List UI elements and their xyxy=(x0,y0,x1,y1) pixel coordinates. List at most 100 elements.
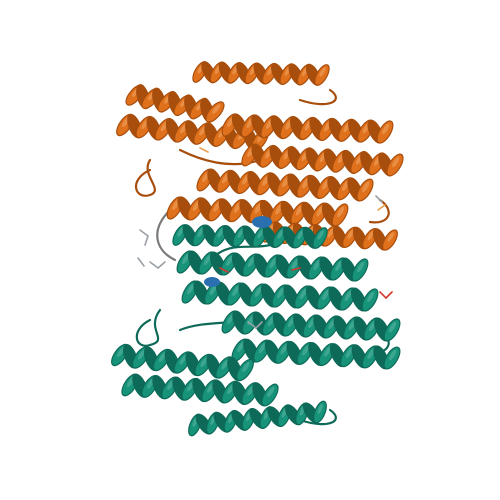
helix-highlight xyxy=(197,227,204,238)
helix-highlight xyxy=(204,254,212,266)
helix-highlight xyxy=(324,346,332,357)
helix-highlight xyxy=(295,205,303,216)
helix-highlight xyxy=(319,67,326,77)
helix-highlight xyxy=(254,203,262,214)
helix-highlight xyxy=(367,230,375,241)
helix-b7 xyxy=(121,373,279,407)
helix-highlight xyxy=(297,229,304,240)
helix-highlight xyxy=(221,359,229,370)
helix-highlight xyxy=(345,347,353,358)
chain-a-orange-helices xyxy=(116,61,404,251)
ligand-stick xyxy=(149,261,159,269)
helix-highlight xyxy=(277,229,284,239)
helix-highlight xyxy=(392,156,400,168)
helix-a5 xyxy=(241,143,404,177)
helix-highlight xyxy=(322,289,330,301)
helix-highlight xyxy=(225,255,233,267)
helix-a4 xyxy=(221,113,394,144)
ligand-stick xyxy=(199,147,209,153)
ligand-stick xyxy=(385,291,393,299)
helix-highlight xyxy=(242,361,250,372)
helix-highlight xyxy=(172,199,180,211)
helix-highlight xyxy=(232,285,240,297)
helix-highlight xyxy=(237,341,245,353)
ligand-stick xyxy=(247,321,257,329)
helix-highlight xyxy=(347,229,355,239)
helix-highlight xyxy=(234,202,242,213)
ligand-stick xyxy=(144,235,149,246)
helix-highlight xyxy=(387,232,395,242)
helix-highlight xyxy=(280,344,288,355)
helix-highlight xyxy=(258,342,266,354)
helix-b4 xyxy=(221,310,401,342)
ligand-stick xyxy=(291,267,301,271)
helix-highlight xyxy=(182,253,190,265)
helix-highlight xyxy=(269,257,277,269)
helix-highlight xyxy=(187,283,195,295)
helix-highlight xyxy=(335,260,343,272)
ligand-stick xyxy=(379,291,387,299)
helix-highlight xyxy=(237,228,244,238)
helix-highlight xyxy=(177,227,184,237)
ligand-stick xyxy=(137,257,145,267)
helix-highlight xyxy=(316,205,324,217)
helix-highlight xyxy=(137,349,146,360)
helix-highlight xyxy=(302,345,310,356)
helix-highlight xyxy=(299,288,307,300)
helix-a1 xyxy=(192,61,330,86)
helix-highlight xyxy=(213,201,221,212)
helix-a6 xyxy=(196,168,374,202)
helix-highlight xyxy=(317,403,323,414)
helix-b2 xyxy=(176,250,369,282)
loop-segment xyxy=(298,408,337,426)
helix-highlight xyxy=(179,354,188,365)
helix-highlight xyxy=(344,290,352,302)
helix-highlight xyxy=(192,200,200,212)
helix-b6 xyxy=(111,343,254,382)
coil-loops xyxy=(135,88,390,426)
helix-highlight xyxy=(212,104,221,114)
ligand-stick xyxy=(255,321,263,329)
loop-segment xyxy=(298,88,337,106)
ligand-stick xyxy=(375,195,383,203)
helix-highlight xyxy=(217,227,224,238)
helix-b8 xyxy=(188,400,327,437)
loop-segment xyxy=(368,198,390,224)
loop-segment xyxy=(156,208,177,262)
interface-patch xyxy=(252,216,272,228)
helix-highlight xyxy=(247,256,255,268)
helix-highlight xyxy=(317,230,324,240)
helix-highlight xyxy=(389,349,397,361)
helix-highlight xyxy=(267,386,275,398)
helix-highlight xyxy=(209,284,217,296)
helix-highlight xyxy=(389,321,397,333)
helix-b1 xyxy=(172,224,328,249)
helix-highlight xyxy=(362,181,370,193)
ligand-stick xyxy=(377,204,386,211)
helix-highlight xyxy=(337,206,345,218)
helix-highlight xyxy=(200,356,208,367)
ligand-sticks xyxy=(137,147,393,329)
loop-segment xyxy=(135,158,156,197)
interface-patch xyxy=(204,277,220,287)
helix-highlight xyxy=(275,204,283,215)
helix-highlight xyxy=(313,259,321,271)
helix-highlight xyxy=(117,346,125,357)
helix-highlight xyxy=(367,348,375,359)
helix-highlight xyxy=(277,287,285,299)
helix-b5 xyxy=(231,338,401,370)
helix-highlight xyxy=(254,286,262,298)
chain-b-teal-helices xyxy=(111,216,401,437)
ligand-stick xyxy=(139,229,149,237)
helix-b3 xyxy=(181,280,379,312)
ligand-stick xyxy=(219,267,229,273)
helix-highlight xyxy=(158,351,167,362)
helix-highlight xyxy=(367,291,375,303)
helix-highlight xyxy=(327,228,335,238)
loop-segment xyxy=(135,308,162,347)
helix-highlight xyxy=(357,261,365,273)
helix-highlight xyxy=(382,123,390,135)
helix-a2 xyxy=(125,84,225,123)
helix-highlight xyxy=(291,258,299,270)
